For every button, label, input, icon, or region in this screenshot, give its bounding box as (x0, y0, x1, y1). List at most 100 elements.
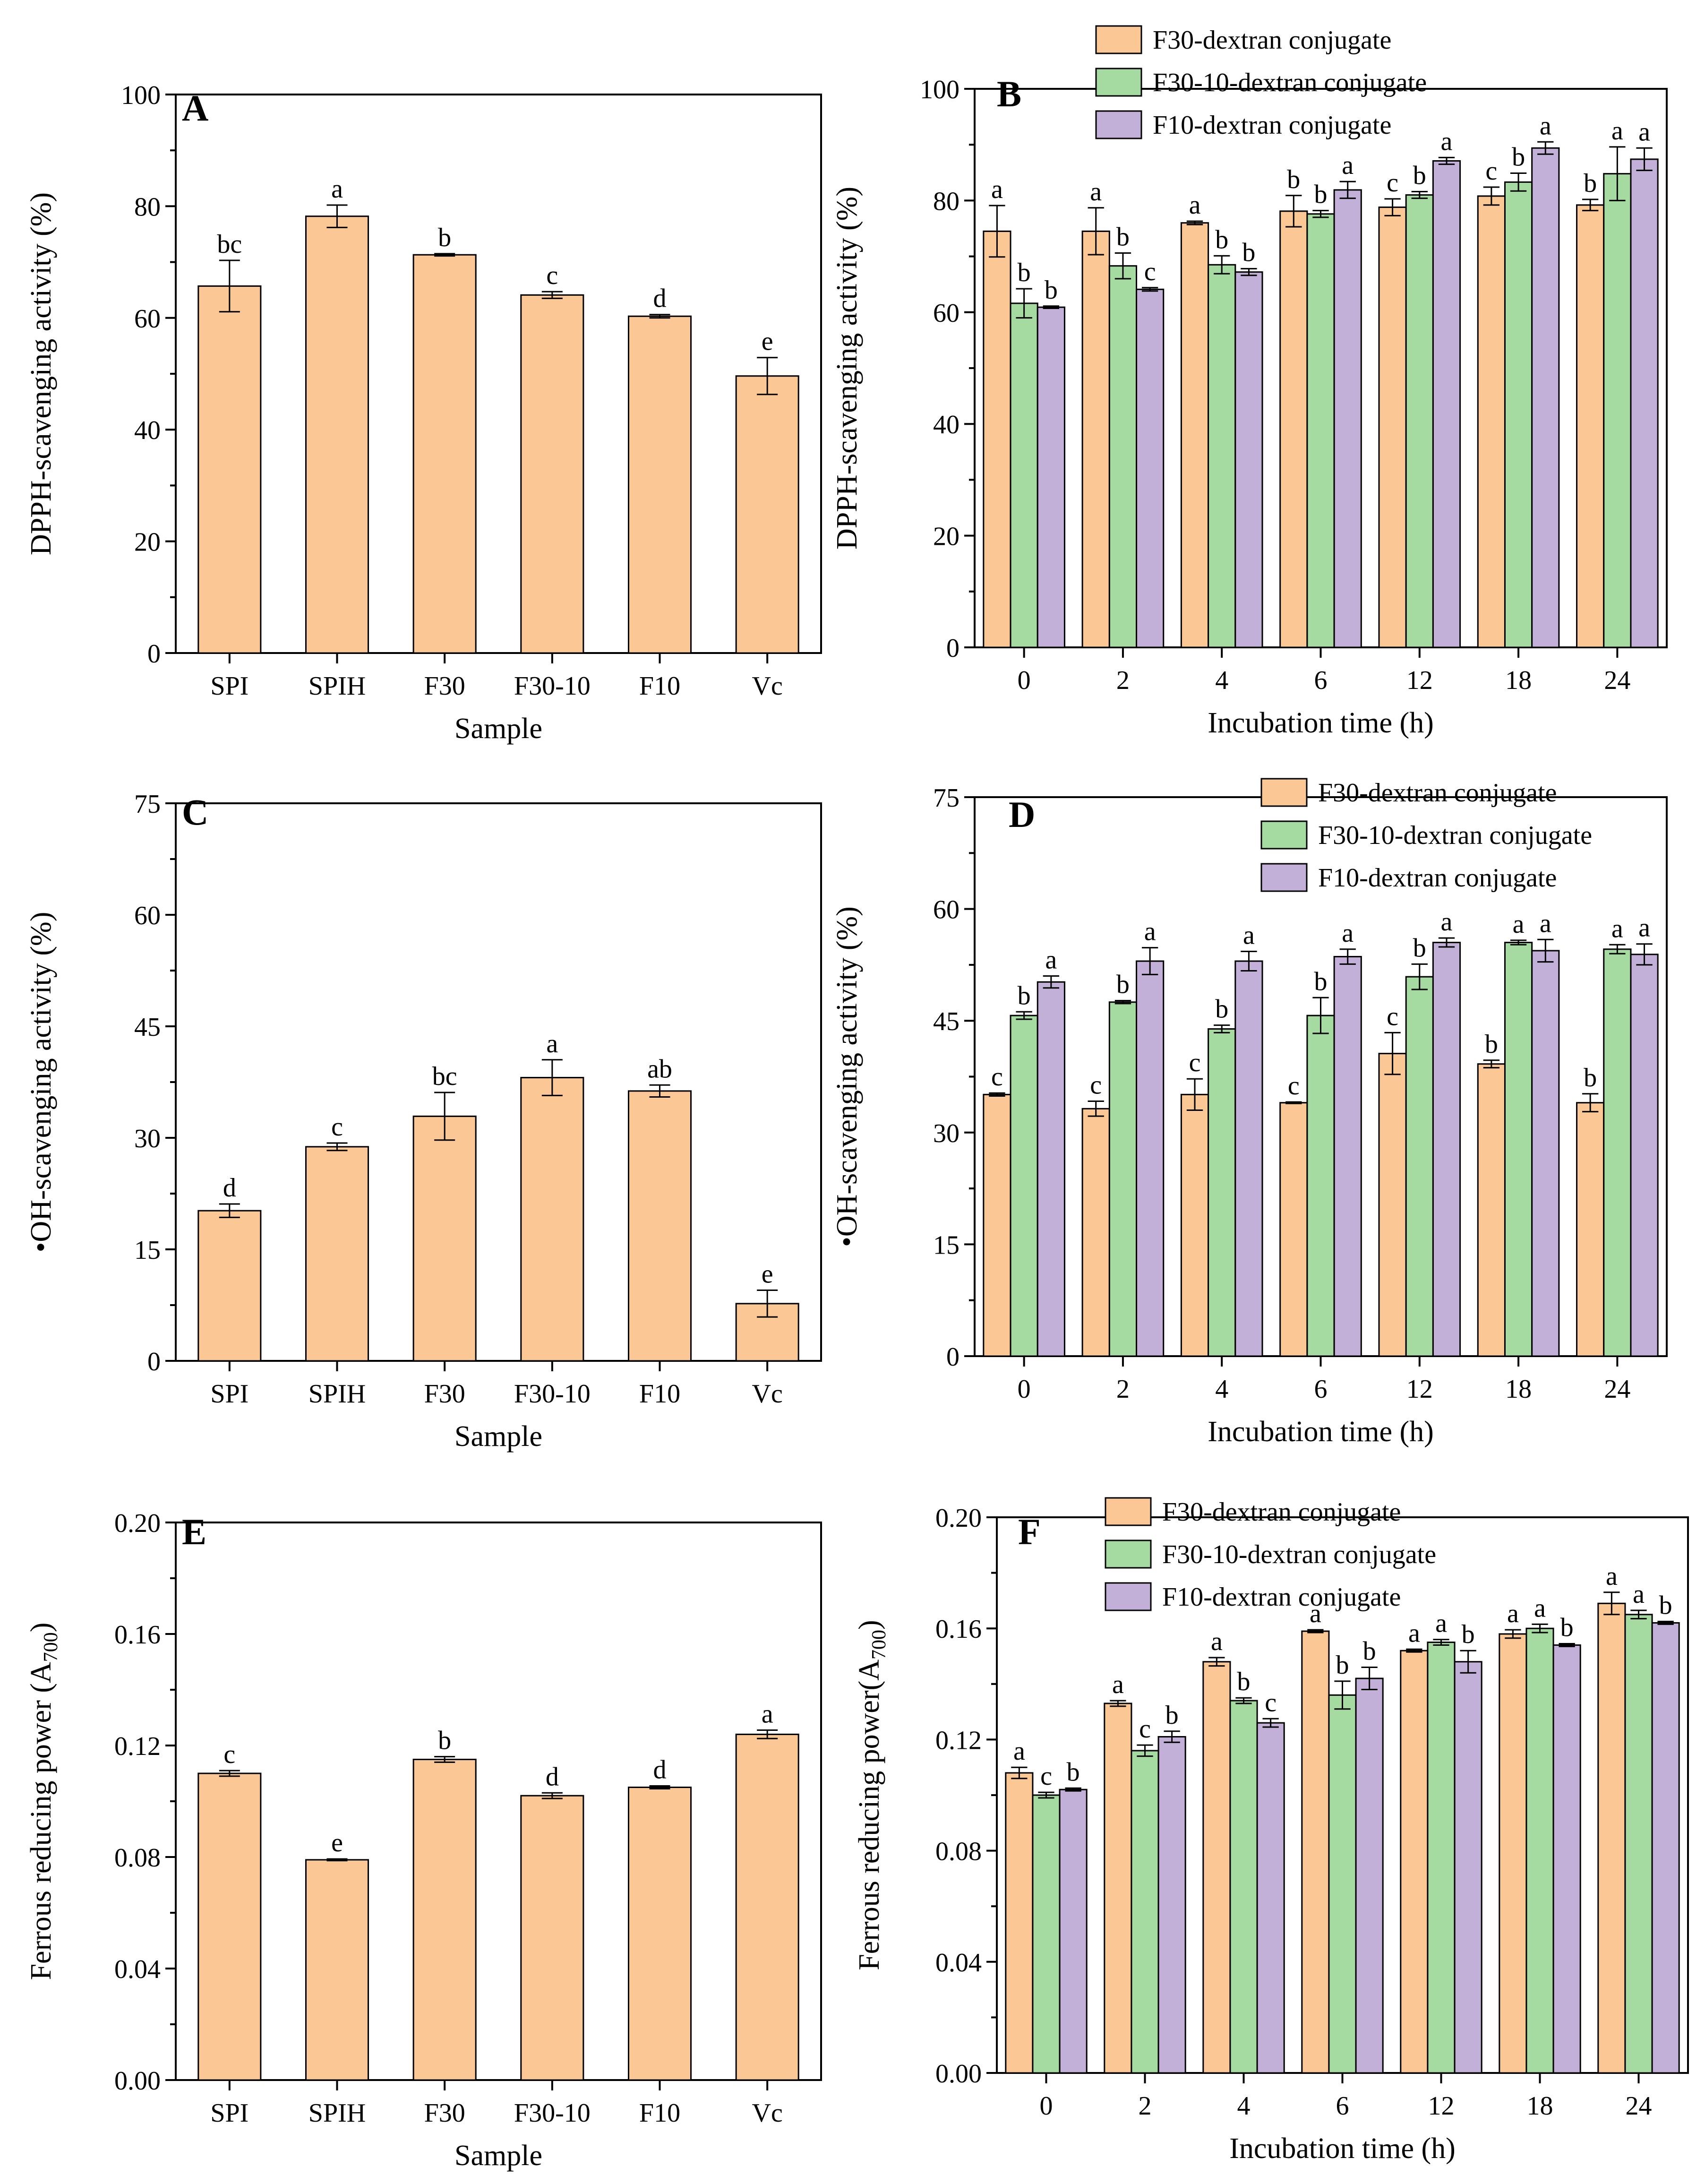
x-tick-label: 4 (1237, 2091, 1251, 2121)
significance-label: b (1512, 142, 1525, 172)
x-axis-title: Sample (454, 1420, 542, 1453)
bar (1180, 1093, 1209, 1357)
x-tick-label: 18 (1527, 2091, 1553, 2121)
legend-swatch (1105, 1582, 1152, 1611)
significance-label: a (1606, 1562, 1618, 1591)
bar (1477, 1063, 1506, 1357)
x-axis-title: Sample (454, 713, 542, 745)
bar (1208, 264, 1236, 648)
significance-label: a (1435, 1609, 1447, 1638)
significance-label: c (1144, 257, 1156, 286)
bar (1504, 181, 1533, 648)
significance-label: a (1540, 909, 1551, 938)
y-tick-label: 0 (147, 1347, 161, 1376)
bar (1037, 981, 1065, 1357)
x-tick-label: 4 (1215, 666, 1228, 695)
bar (1328, 1694, 1357, 2074)
significance-label: b (438, 1726, 451, 1755)
x-tick-label: 6 (1336, 2091, 1349, 2121)
bar (1531, 147, 1560, 648)
x-tick-label: 12 (1428, 2091, 1455, 2121)
bar (1624, 1614, 1653, 2074)
x-axis-title: Incubation time (h) (1208, 707, 1434, 739)
y-tick-label: 0.16 (114, 1620, 161, 1650)
y-axis-title: DPPH-scavenging activity (%) (831, 187, 863, 550)
y-tick-label: 0.12 (935, 1726, 982, 1755)
y-tick-label: 45 (933, 1007, 960, 1036)
panel-C: 0 15 30 45 60 75 SPI d SPIH c F30 bc F30-10 a F10 ab Vc e… (25, 790, 822, 1453)
bar (1306, 213, 1335, 648)
y-tick-label: 20 (134, 528, 161, 557)
significance-label: b (1413, 933, 1426, 963)
significance-label: a (1534, 1593, 1546, 1623)
significance-label: a (1638, 117, 1650, 146)
legend-swatch (1105, 1497, 1152, 1526)
bar (520, 1077, 584, 1362)
significance-label: a (1611, 914, 1623, 943)
significance-label: a (1441, 907, 1453, 937)
bar (1136, 960, 1165, 1357)
x-tick-label: 6 (1314, 1375, 1328, 1404)
x-axis-title: Incubation time (h) (1208, 1416, 1434, 1448)
y-tick-label: 75 (134, 790, 161, 819)
significance-label: d (653, 284, 667, 313)
significance-label: b (1237, 1667, 1251, 1696)
bar (1010, 302, 1038, 648)
x-tick-label: SPIH (308, 1379, 366, 1409)
y-axis-title: •OH-scavenging activity (%) (25, 912, 57, 1253)
y-axis-title-subscript: 700 (40, 1632, 62, 1662)
y-tick-label: 30 (933, 1119, 960, 1148)
y-axis-title-end: ) (853, 1620, 885, 1630)
x-tick-label: F10 (639, 2098, 680, 2128)
y-axis-title: Ferrous reducing power(A700) (853, 1620, 890, 1970)
panel-A: 0 20 40 60 80 100 SPI bc SPIH a F30 b F30-10 c F10 d Vc e… (25, 81, 822, 745)
significance-label: b (1215, 995, 1228, 1024)
y-tick-label: 60 (933, 895, 960, 925)
bar (1279, 1102, 1308, 1357)
significance-label: d (546, 1762, 559, 1791)
y-tick-label: 0.16 (935, 1615, 982, 1644)
bar (1037, 306, 1065, 648)
bar (1630, 954, 1659, 1357)
significance-label: b (1287, 165, 1300, 194)
x-tick-label: F10 (639, 1379, 680, 1409)
plot-frame (175, 94, 822, 654)
legend-label: F30-dextran conjugate (1318, 778, 1557, 808)
y-tick-label: 0.08 (114, 1843, 161, 1873)
bar (305, 215, 369, 654)
significance-label: e (762, 1260, 773, 1289)
significance-label: b (1314, 967, 1328, 996)
bar (1081, 230, 1110, 648)
significance-label: a (1633, 1580, 1645, 1609)
bar (1525, 1627, 1554, 2074)
panel-letter: C (182, 791, 208, 833)
y-tick-label: 0 (946, 1342, 960, 1372)
significance-label: b (1413, 161, 1426, 190)
y-tick-label: 80 (134, 192, 161, 222)
significance-label: a (1342, 919, 1354, 948)
significance-label: b (1215, 225, 1228, 254)
bar (1180, 222, 1209, 648)
y-tick-label: 20 (933, 522, 960, 551)
y-axis-title-subscript: 700 (868, 1630, 890, 1659)
significance-label: c (1288, 1071, 1300, 1101)
bar (1131, 1750, 1159, 2074)
x-tick-label: F30 (424, 671, 465, 701)
y-tick-label: 0.00 (114, 2066, 161, 2096)
x-tick-label: 12 (1406, 666, 1433, 695)
bar (735, 375, 799, 654)
y-tick-label: 60 (134, 304, 161, 334)
bar (1234, 271, 1263, 648)
bar (1651, 1622, 1680, 2074)
bar (1279, 210, 1308, 648)
y-axis-title: DPPH-scavenging activity (%) (25, 192, 57, 555)
x-tick-label: SPIH (308, 671, 366, 701)
significance-label: b (1018, 981, 1031, 1010)
bar (1400, 1650, 1429, 2074)
bar (1603, 173, 1632, 648)
bar (1477, 195, 1506, 648)
bar (1378, 1053, 1407, 1357)
bar (1552, 1644, 1581, 2074)
legend-swatch (1095, 25, 1142, 54)
